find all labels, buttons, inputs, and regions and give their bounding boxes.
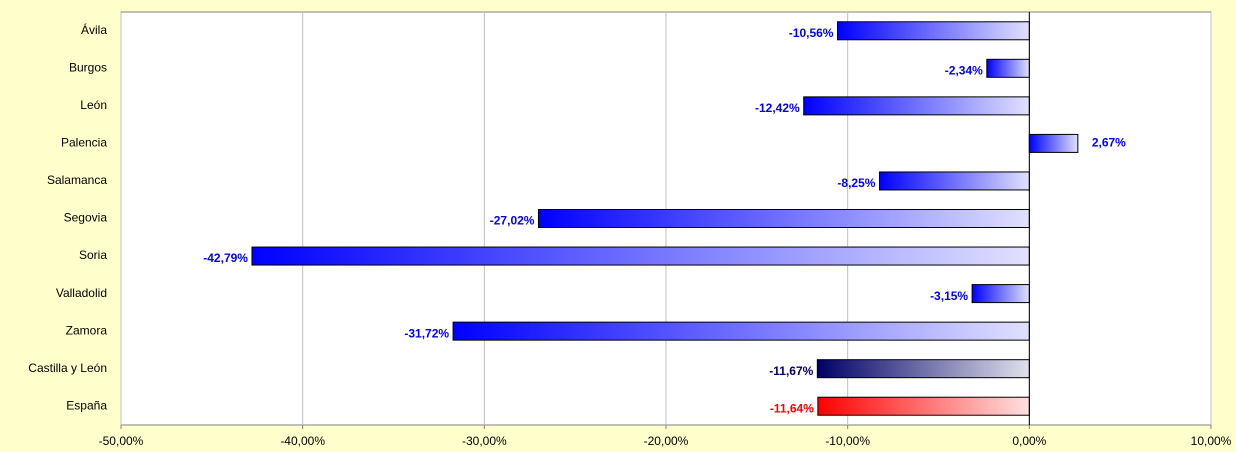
data-label: -27,02% <box>490 214 535 228</box>
y-tick-label: Segovia <box>64 211 108 225</box>
y-tick-label: Palencia <box>61 136 107 150</box>
bar <box>251 246 1030 266</box>
y-tick-label: Salamanca <box>47 173 107 187</box>
bar <box>816 359 1030 379</box>
bar <box>836 21 1030 41</box>
data-label: -10,56% <box>789 26 834 40</box>
x-tick-label: 0,00% <box>1012 434 1046 448</box>
y-tick-label: Valladolid <box>56 286 107 300</box>
y-tick-label: Castilla y León <box>28 361 107 375</box>
y-tick-label: León <box>80 98 107 112</box>
bar <box>878 171 1030 191</box>
y-tick-label: Soria <box>79 248 107 262</box>
x-tick-label: -30,00% <box>462 434 507 448</box>
x-tick-label: 10,00% <box>1191 434 1232 448</box>
bar <box>971 284 1030 304</box>
y-tick-label: Burgos <box>69 60 107 74</box>
bar <box>537 209 1030 228</box>
data-label: -2,34% <box>945 63 983 77</box>
x-tick-label: -50,00% <box>99 434 144 448</box>
data-label: -12,42% <box>755 101 800 115</box>
bar <box>803 96 1030 116</box>
data-label: -31,72% <box>404 326 449 340</box>
data-label: -8,25% <box>837 176 875 190</box>
y-tick-label: Ávila <box>81 22 107 37</box>
data-label: -42,79% <box>203 251 248 265</box>
data-label: -3,15% <box>930 289 968 303</box>
x-tick-label: -40,00% <box>280 434 325 448</box>
data-label: 2,67% <box>1092 136 1126 150</box>
data-label: -11,64% <box>770 401 814 415</box>
bar <box>817 396 1030 416</box>
x-tick-label: -20,00% <box>644 434 689 448</box>
bar <box>1028 133 1079 153</box>
data-label: -11,67% <box>769 364 813 378</box>
y-tick-label: Zamora <box>66 323 108 337</box>
x-tick-label: -10,00% <box>825 434 870 448</box>
bar <box>986 58 1030 78</box>
bar <box>452 321 1030 341</box>
y-tick-label: España <box>66 398 107 412</box>
